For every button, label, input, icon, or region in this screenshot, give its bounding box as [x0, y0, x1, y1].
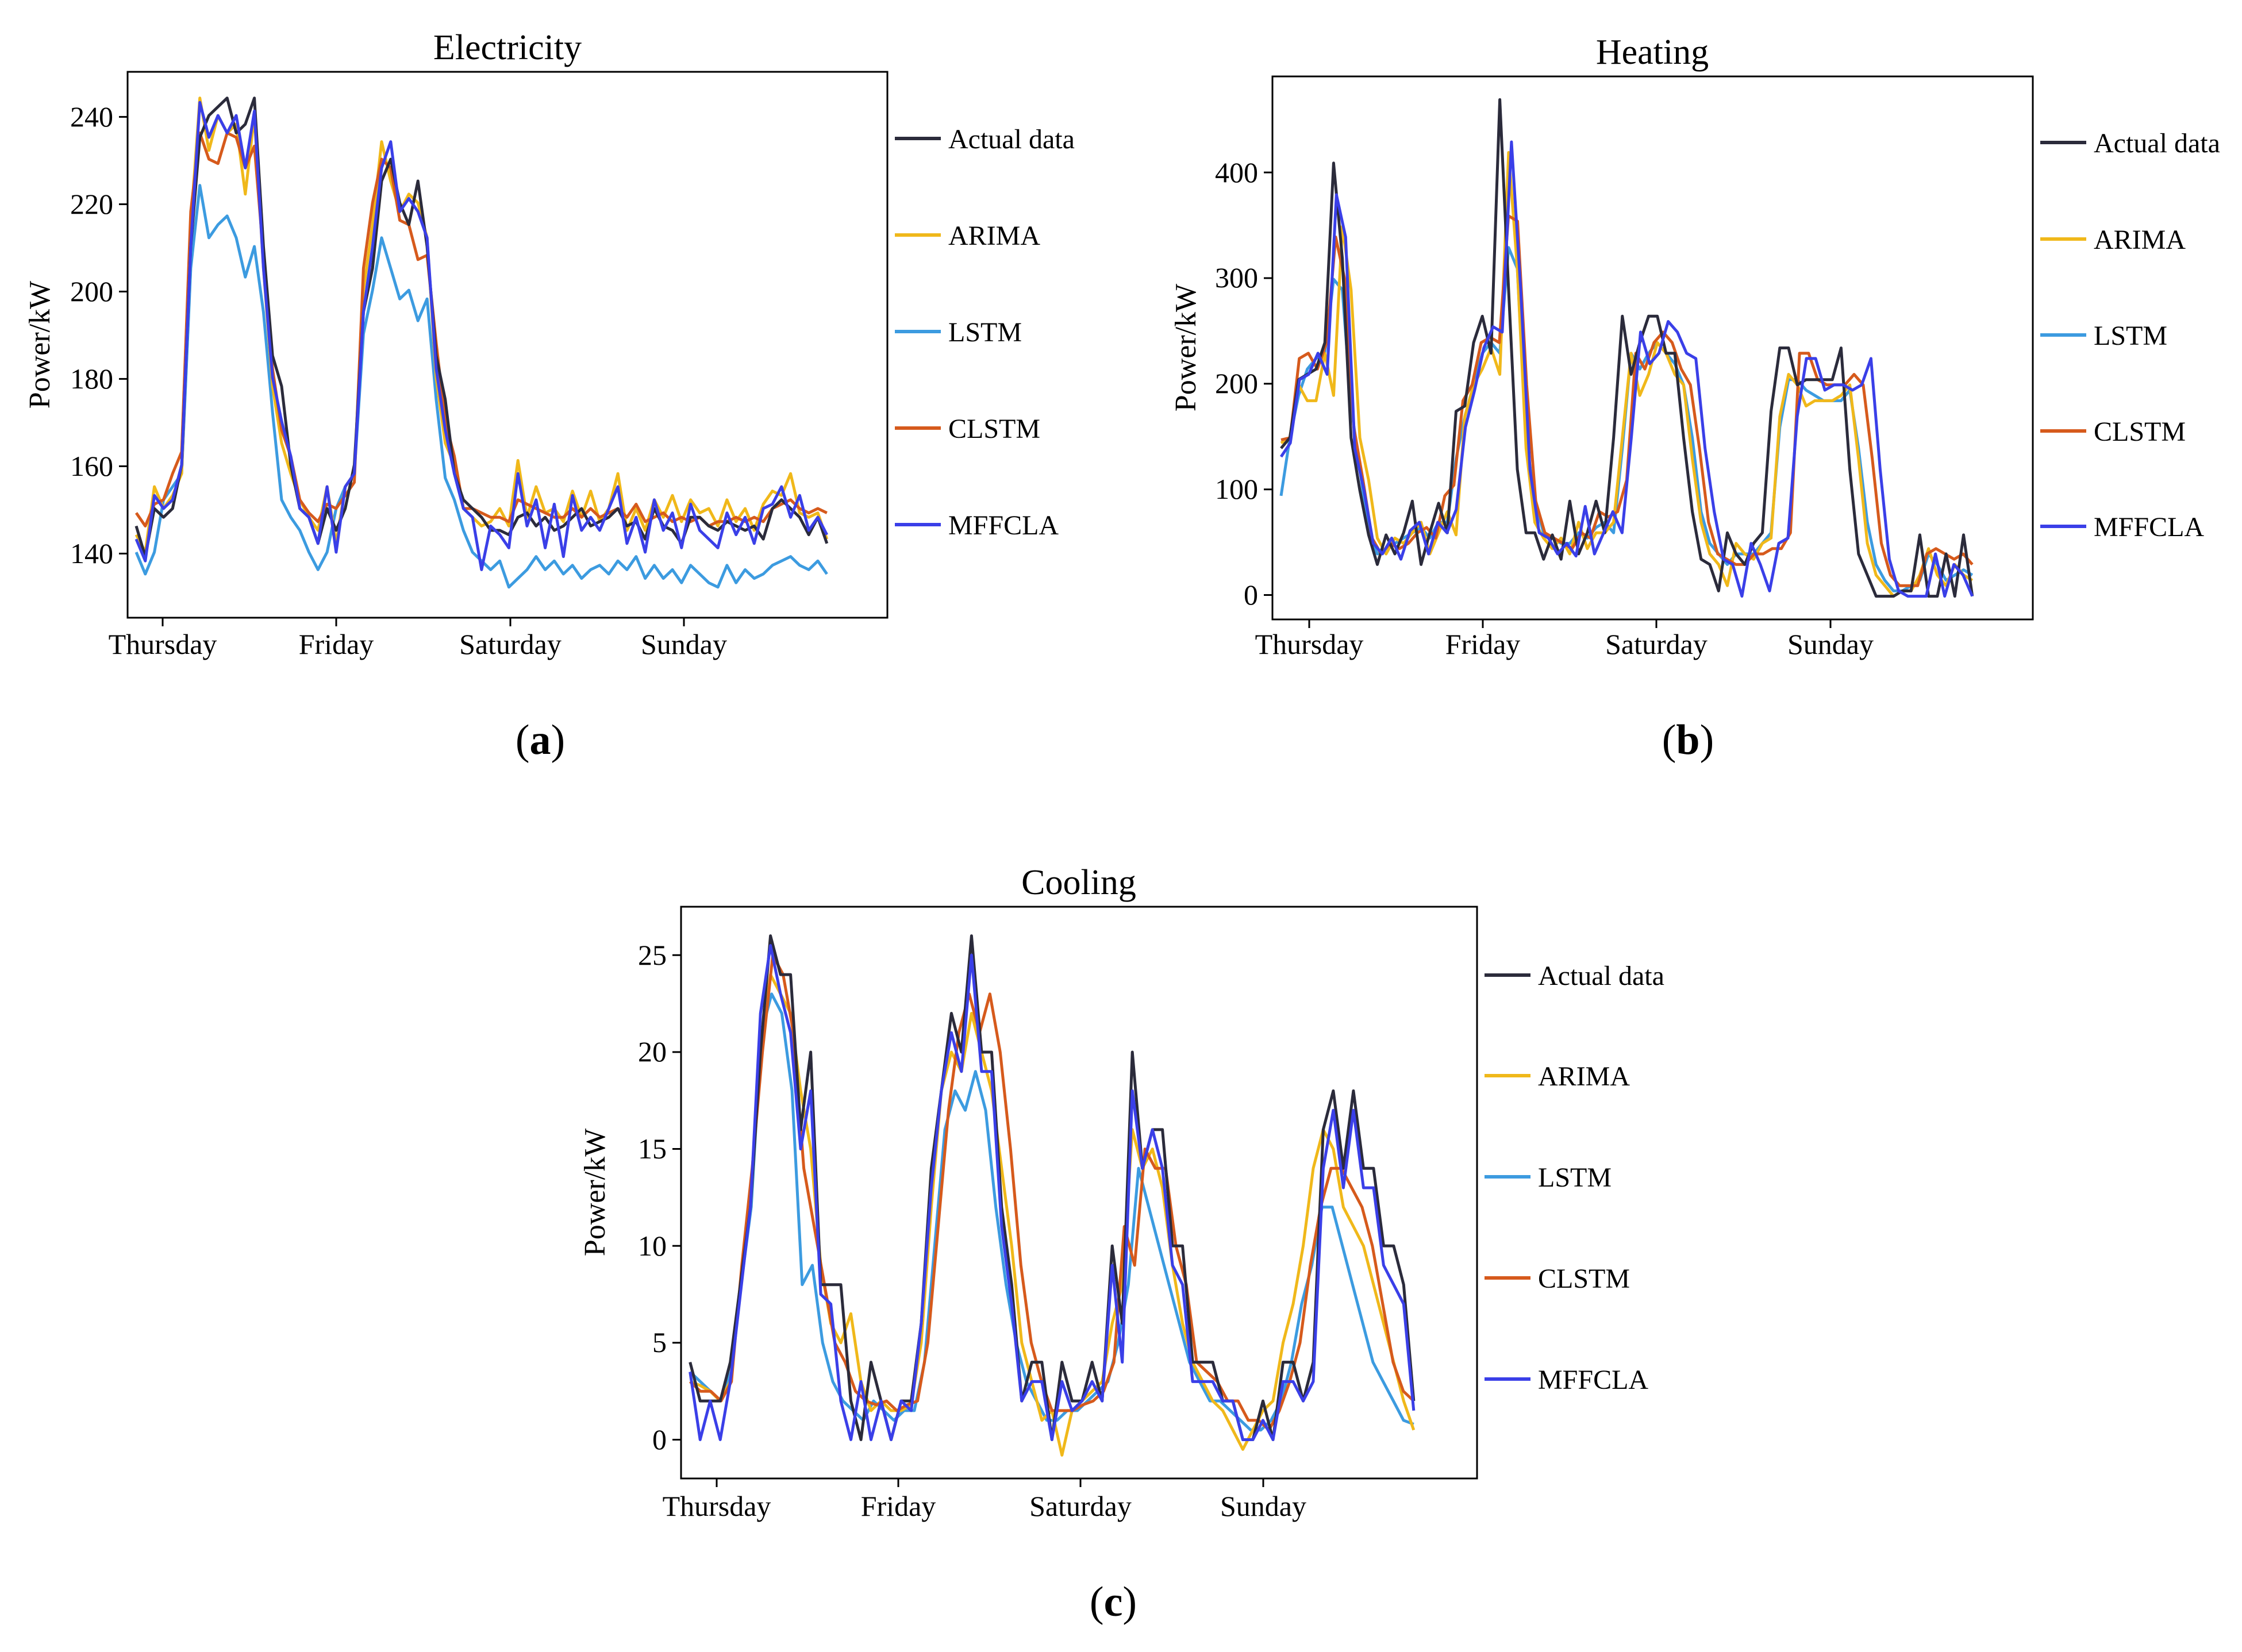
heating-ylabel: Power/kW — [1170, 284, 1202, 411]
panel-cooling: Cooling Power/kW 0 5 10 15 20 25 Thursda… — [579, 863, 1664, 1626]
electricity-ytick-label: 180 — [70, 363, 113, 395]
heating-title: Heating — [1596, 33, 1709, 72]
cooling-plot-frame — [680, 906, 1478, 1480]
electricity-ytick-label: 160 — [70, 450, 113, 482]
heating-line-arima — [1280, 151, 1974, 598]
cooling-xtick-label: Saturday — [1029, 1490, 1132, 1522]
heating-legend: Actual data ARIMA LSTM CLSTM MFFCLA — [2040, 128, 2220, 542]
electricity-line-clstm — [134, 131, 828, 527]
cooling-ytick-label: 0 — [652, 1423, 667, 1455]
cooling-line-lstm — [689, 992, 1414, 1432]
cooling-ytick-label: 5 — [652, 1326, 667, 1358]
panel-electricity: Electricity Power/kW 140 160 180 200 220… — [24, 28, 1075, 764]
cooling-xticks: Thursday Friday Saturday Sunday — [663, 1478, 1306, 1522]
heating-plot-frame — [1271, 75, 2034, 621]
cooling-xtick-label: Sunday — [1220, 1490, 1306, 1522]
caption-b-letter: b — [1676, 717, 1699, 764]
caption-c-letter: c — [1104, 1578, 1123, 1626]
electricity-xtick-label: Friday — [299, 628, 374, 660]
legend-label-actual: Actual data — [1538, 961, 1664, 991]
legend-label-arima: ARIMA — [948, 221, 1040, 251]
cooling-xtick-label: Thursday — [663, 1490, 771, 1522]
heating-xtick-label: Saturday — [1605, 628, 1708, 660]
legend-label-arima: ARIMA — [2094, 225, 2186, 255]
heating-xticks: Thursday Friday Saturday Sunday — [1255, 619, 1874, 660]
caption-c: (c) — [1090, 1578, 1137, 1626]
electricity-title: Electricity — [433, 28, 582, 67]
cooling-ytick-label: 10 — [638, 1230, 667, 1262]
legend-label-mffcla: MFFCLA — [2094, 512, 2204, 542]
heating-line-mffcla — [1279, 140, 1974, 598]
electricity-ylabel: Power/kW — [24, 281, 56, 409]
electricity-plot-frame — [126, 71, 889, 619]
electricity-yticks: 140 160 180 200 220 240 — [70, 101, 128, 569]
electricity-ytick-label: 140 — [70, 537, 113, 569]
legend-label-lstm: LSTM — [1538, 1162, 1612, 1193]
cooling-yticks: 0 5 10 15 20 25 — [638, 939, 681, 1455]
cooling-line-mffcla — [689, 944, 1416, 1441]
electricity-xtick-label: Sunday — [641, 628, 727, 660]
legend-label-arima: ARIMA — [1538, 1061, 1630, 1092]
caption-a: (a) — [516, 717, 565, 764]
cooling-series — [689, 934, 1416, 1457]
cooling-legend: Actual data ARIMA LSTM CLSTM MFFCLA — [1485, 961, 1664, 1395]
electricity-ytick-label: 200 — [70, 275, 113, 307]
heating-ytick-label: 0 — [1244, 579, 1258, 611]
electricity-legend: Actual data ARIMA LSTM CLSTM MFFCLA — [895, 124, 1075, 541]
electricity-line-lstm — [134, 184, 828, 589]
heating-xtick-label: Sunday — [1787, 628, 1874, 660]
cooling-line-clstm — [689, 953, 1415, 1432]
legend-label-actual: Actual data — [948, 124, 1075, 155]
legend-label-mffcla: MFFCLA — [948, 510, 1059, 541]
legend-label-clstm: CLSTM — [2094, 417, 2186, 447]
caption-b: (b) — [1662, 717, 1714, 764]
electricity-line-actual — [134, 97, 829, 559]
legend-label-clstm: CLSTM — [1538, 1264, 1630, 1294]
legend-label-clstm: CLSTM — [948, 414, 1040, 444]
cooling-ylabel: Power/kW — [579, 1129, 612, 1256]
electricity-xtick-label: Saturday — [459, 628, 562, 660]
electricity-line-arima — [134, 97, 829, 554]
heating-ytick-label: 400 — [1215, 156, 1258, 188]
panel-heating: Heating Power/kW 0 100 200 300 400 Thurs… — [1170, 33, 2220, 764]
cooling-ytick-label: 25 — [638, 939, 667, 971]
cooling-ytick-label: 20 — [638, 1035, 667, 1068]
cooling-title: Cooling — [1021, 863, 1136, 902]
caption-a-letter: a — [530, 717, 551, 764]
heating-yticks: 0 100 200 300 400 — [1215, 156, 1272, 611]
electricity-ytick-label: 220 — [70, 188, 113, 220]
heating-ytick-label: 200 — [1215, 367, 1258, 399]
heating-xtick-label: Thursday — [1255, 628, 1364, 660]
legend-label-mffcla: MFFCLA — [1538, 1365, 1648, 1395]
cooling-line-actual — [689, 934, 1416, 1441]
heating-ytick-label: 100 — [1215, 473, 1258, 505]
electricity-xticks: Thursday Friday Saturday Sunday — [109, 618, 727, 660]
heating-ytick-label: 300 — [1215, 261, 1258, 294]
electricity-series — [134, 97, 829, 589]
legend-label-actual: Actual data — [2094, 128, 2220, 159]
cooling-ytick-label: 15 — [638, 1133, 667, 1165]
legend-label-lstm: LSTM — [2094, 321, 2167, 351]
electricity-line-mffcla — [134, 101, 829, 571]
cooling-xtick-label: Friday — [861, 1490, 936, 1522]
heating-xtick-label: Friday — [1445, 628, 1521, 660]
heating-series — [1279, 98, 1974, 598]
legend-label-lstm: LSTM — [948, 317, 1022, 348]
electricity-xtick-label: Thursday — [109, 628, 217, 660]
electricity-ytick-label: 240 — [70, 101, 113, 133]
